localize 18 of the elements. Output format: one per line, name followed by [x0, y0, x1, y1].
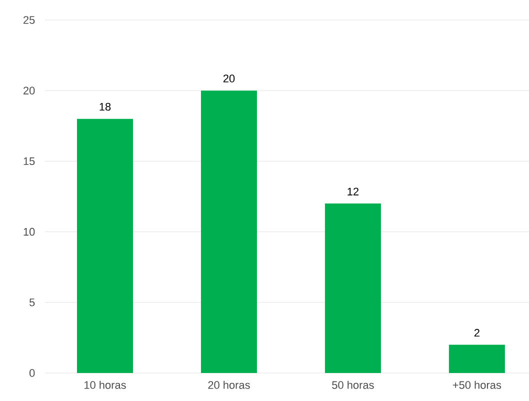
x-tick-label: 10 horas	[84, 380, 126, 389]
y-tick-label: 5	[29, 298, 35, 306]
y-tick-label: 15	[24, 157, 35, 166]
bar	[200, 90, 257, 373]
data-label: 20	[223, 74, 235, 82]
bar	[77, 118, 134, 373]
y-tick-label: 25	[24, 16, 35, 24]
y-tick-label: 20	[24, 86, 35, 94]
data-label: 2	[474, 328, 480, 337]
y-tick-label: 10	[24, 228, 35, 236]
data-label: 12	[348, 188, 359, 196]
y-tick-label: 0	[29, 369, 35, 377]
bar	[324, 204, 381, 373]
bar	[448, 344, 505, 373]
data-label: 18	[100, 102, 111, 111]
x-tick-label: 50 horas	[332, 380, 374, 389]
x-tick-label: +50 horas	[452, 380, 502, 389]
x-tick-label: 20 horas	[208, 380, 250, 389]
